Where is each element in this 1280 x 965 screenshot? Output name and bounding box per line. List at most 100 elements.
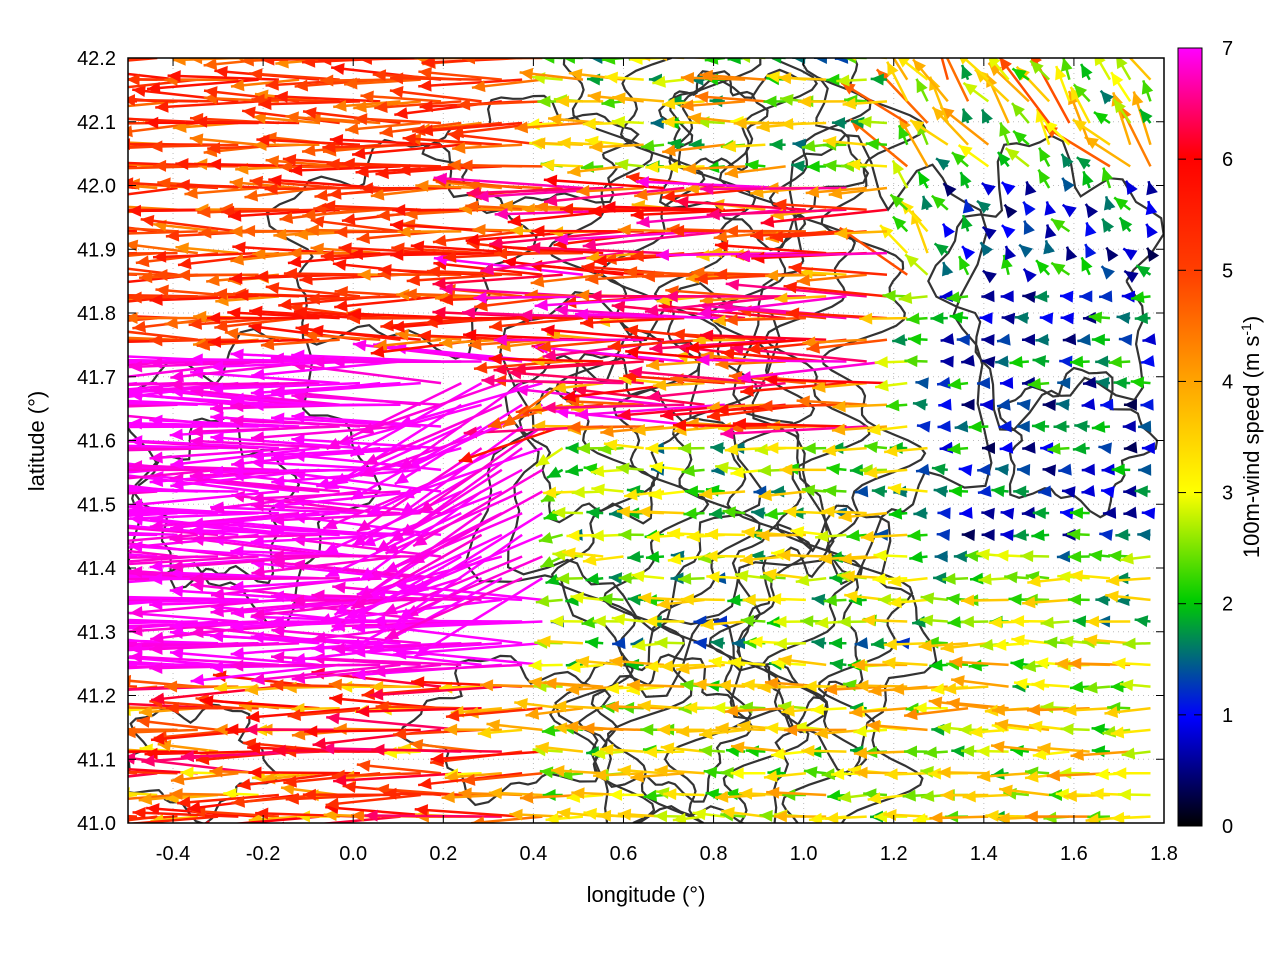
- wind-arrow: [1054, 421, 1070, 433]
- wind-arrow: [1031, 529, 1049, 541]
- x-tick-label: 0.0: [339, 843, 367, 865]
- colorbar-label: 100m-wind speed (m s-1): [1238, 316, 1264, 558]
- wind-arrow: [807, 161, 827, 173]
- wind-arrow: [1052, 10, 1069, 58]
- wind-arrow: [934, 485, 948, 497]
- wind-arrow: [951, 675, 1009, 687]
- wind-arrow: [941, 333, 955, 345]
- wind-arrow: [1142, 507, 1155, 519]
- wind-arrow: [460, 160, 543, 172]
- wind-arrow: [1092, 745, 1110, 757]
- wind-arrow: [904, 355, 927, 367]
- colorbar-gradient: [1178, 48, 1202, 826]
- wind-arrow: [1142, 80, 1153, 101]
- wind-arrow: [1019, 245, 1033, 258]
- wind-arrow: [649, 488, 685, 500]
- wind-arrow: [1011, 44, 1029, 58]
- wind-arrow: [998, 152, 1011, 166]
- wind-arrow: [1120, 218, 1133, 232]
- wind-arrow: [42, 266, 137, 278]
- wind-arrow: [478, 727, 522, 739]
- colorbar-tick-label: 0: [1222, 816, 1233, 838]
- wind-arrow: [909, 551, 927, 563]
- wind-arrow: [981, 334, 994, 346]
- wind-arrow: [1077, 157, 1091, 169]
- wind-arrow: [1146, 181, 1158, 195]
- wind-arrow: [1011, 615, 1049, 627]
- wind-arrow: [1070, 681, 1090, 693]
- wind-arrow: [1056, 399, 1069, 411]
- wind-arrow: [1024, 221, 1035, 235]
- wind-arrow: [1004, 571, 1029, 583]
- wind-arrow: [838, 791, 867, 803]
- wind-arrow: [1061, 312, 1074, 324]
- wind-arrow: [27, 163, 137, 175]
- wind-arrow: [962, 529, 975, 541]
- wind-arrow: [628, 594, 644, 606]
- wind-arrow: [935, 551, 948, 563]
- wind-arrow: [1146, 201, 1158, 215]
- wind-arrow: [887, 62, 907, 102]
- wind-arrow: [1109, 356, 1131, 368]
- wind-arrow: [1138, 464, 1151, 476]
- wind-arrow: [961, 616, 988, 628]
- wind-arrow: [962, 246, 975, 260]
- wind-arrow: [924, 746, 948, 758]
- wind-arrow: [905, 254, 927, 274]
- wind-arrow: [1013, 529, 1029, 541]
- wind-arrow: [969, 659, 989, 671]
- wind-arrow: [1142, 39, 1153, 58]
- wind-vectors: [0, 0, 1159, 833]
- wind-arrow: [875, 380, 907, 392]
- wind-arrow: [681, 593, 725, 605]
- wind-arrow: [1085, 244, 1096, 258]
- wind-arrow: [1025, 181, 1036, 195]
- wind-arrow: [618, 529, 643, 541]
- wind-arrow: [957, 334, 970, 346]
- wind-arrow: [650, 461, 685, 473]
- wind-arrow: [536, 595, 563, 607]
- wind-arrow: [1044, 201, 1056, 215]
- y-tick-label: 41.2: [77, 686, 116, 708]
- wind-arrow: [979, 312, 992, 324]
- wind-arrow: [471, 816, 542, 828]
- y-tick-label: 41.6: [77, 431, 116, 453]
- wind-arrow: [1077, 334, 1091, 346]
- wind-arrow: [1123, 249, 1137, 261]
- wind-arrow: [1058, 464, 1072, 476]
- wind-arrow: [599, 593, 623, 605]
- wind-arrow: [872, 485, 887, 497]
- wind-arrow: [0, 578, 137, 598]
- wind-arrow: [1025, 811, 1090, 823]
- wind-arrow: [864, 441, 887, 453]
- colorbar-label-end: ): [1239, 316, 1264, 323]
- wind-arrow: [871, 638, 887, 650]
- wind-arrow: [1085, 137, 1130, 166]
- wind-arrow: [930, 312, 947, 324]
- wind-arrow: [699, 745, 725, 757]
- wind-arrow: [913, 36, 947, 58]
- wind-arrow: [1114, 377, 1131, 389]
- wind-arrow: [1039, 148, 1050, 167]
- wind-arrow: [694, 637, 708, 649]
- wind-arrow: [1060, 723, 1089, 735]
- wind-arrow: [1000, 529, 1013, 541]
- wind-arrow: [963, 790, 1009, 802]
- wind-arrow: [705, 528, 745, 540]
- x-tick-label: 1.8: [1150, 843, 1178, 865]
- wind-arrow: [654, 637, 684, 649]
- wind-arrow: [943, 224, 955, 238]
- wind-arrow: [0, 622, 137, 643]
- wind-arrow: [0, 404, 137, 426]
- wind-arrow: [830, 659, 847, 671]
- colorbar-tick-label: 6: [1222, 149, 1233, 171]
- wind-arrow: [615, 159, 644, 171]
- wind-arrow: [961, 595, 1009, 607]
- wind-arrow: [948, 378, 968, 390]
- wind-arrow: [591, 484, 623, 496]
- wind-arrow: [1106, 248, 1118, 262]
- wind-arrow: [175, 242, 238, 254]
